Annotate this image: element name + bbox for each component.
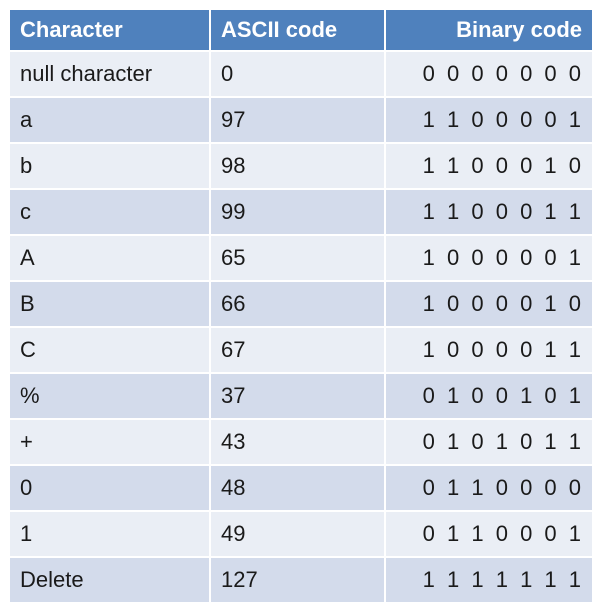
binary-code-cell: 1 0 0 0 0 1 0: [384, 280, 594, 328]
ascii-code-cell: 99: [209, 188, 386, 236]
binary-code-cell: 0 1 1 0 0 0 1: [384, 510, 594, 558]
ascii-code-cell: 66: [209, 280, 386, 328]
ascii-binary-table: Character ASCII code Binary code null ch…: [8, 8, 594, 604]
ascii-code-cell: 97: [209, 96, 386, 144]
binary-code-cell: 1 1 1 1 1 1 1: [384, 556, 594, 604]
character-cell: 1: [8, 510, 211, 558]
ascii-code-cell: 98: [209, 142, 386, 190]
table-row: c 99 1 1 0 0 0 1 1: [8, 188, 594, 236]
character-cell: a: [8, 96, 211, 144]
table-row: Delete 127 1 1 1 1 1 1 1: [8, 556, 594, 604]
table-row: A 65 1 0 0 0 0 0 1: [8, 234, 594, 282]
table-row: C 67 1 0 0 0 0 1 1: [8, 326, 594, 374]
ascii-table-container: Character ASCII code Binary code null ch…: [8, 8, 594, 604]
table-row: b 98 1 1 0 0 0 1 0: [8, 142, 594, 190]
table-row: 0 48 0 1 1 0 0 0 0: [8, 464, 594, 512]
ascii-code-cell: 65: [209, 234, 386, 282]
character-cell: B: [8, 280, 211, 328]
binary-code-cell: 1 0 0 0 0 1 1: [384, 326, 594, 374]
character-cell: b: [8, 142, 211, 190]
binary-code-cell: 0 1 1 0 0 0 0: [384, 464, 594, 512]
table-body: null character 0 0 0 0 0 0 0 0 a 97 1 1 …: [8, 50, 594, 604]
ascii-code-cell: 49: [209, 510, 386, 558]
character-cell: %: [8, 372, 211, 420]
header-character: Character: [8, 8, 211, 52]
character-cell: Delete: [8, 556, 211, 604]
ascii-code-cell: 0: [209, 50, 386, 98]
binary-code-cell: 0 0 0 0 0 0 0: [384, 50, 594, 98]
ascii-code-cell: 48: [209, 464, 386, 512]
table-row: B 66 1 0 0 0 0 1 0: [8, 280, 594, 328]
header-row: Character ASCII code Binary code: [8, 8, 594, 52]
table-row: null character 0 0 0 0 0 0 0 0: [8, 50, 594, 98]
character-cell: null character: [8, 50, 211, 98]
binary-code-cell: 1 1 0 0 0 1 1: [384, 188, 594, 236]
binary-code-cell: 0 1 0 0 1 0 1: [384, 372, 594, 420]
character-cell: 0: [8, 464, 211, 512]
table-row: + 43 0 1 0 1 0 1 1: [8, 418, 594, 466]
binary-code-cell: 1 1 0 0 0 1 0: [384, 142, 594, 190]
binary-code-cell: 1 1 0 0 0 0 1: [384, 96, 594, 144]
ascii-code-cell: 67: [209, 326, 386, 374]
ascii-code-cell: 127: [209, 556, 386, 604]
character-cell: C: [8, 326, 211, 374]
binary-code-cell: 1 0 0 0 0 0 1: [384, 234, 594, 282]
character-cell: +: [8, 418, 211, 466]
table-row: a 97 1 1 0 0 0 0 1: [8, 96, 594, 144]
ascii-code-cell: 43: [209, 418, 386, 466]
table-row: 1 49 0 1 1 0 0 0 1: [8, 510, 594, 558]
header-ascii-code: ASCII code: [209, 8, 386, 52]
binary-code-cell: 0 1 0 1 0 1 1: [384, 418, 594, 466]
table-row: % 37 0 1 0 0 1 0 1: [8, 372, 594, 420]
character-cell: c: [8, 188, 211, 236]
ascii-code-cell: 37: [209, 372, 386, 420]
header-binary-code: Binary code: [384, 8, 594, 52]
character-cell: A: [8, 234, 211, 282]
